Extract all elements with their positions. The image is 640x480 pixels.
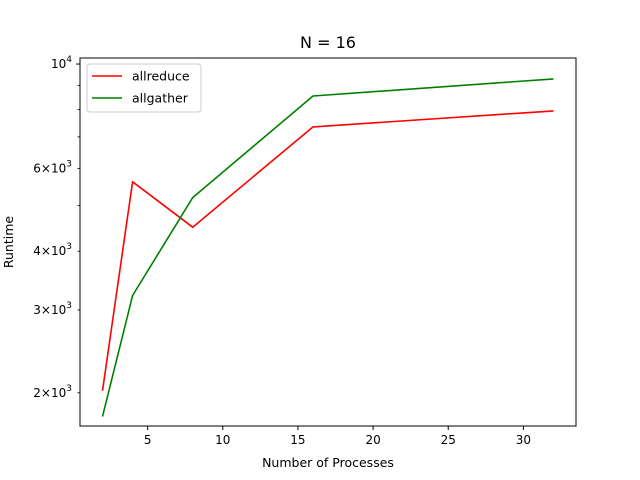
series-lines [101, 78, 554, 417]
x-tick-label: 20 [365, 433, 380, 447]
y-tick-label: 6×103 [33, 159, 72, 175]
x-axis-ticks: 5 10 15 20 25 30 [144, 426, 531, 447]
axes-frame [79, 57, 577, 427]
x-tick-label: 25 [441, 433, 456, 447]
legend-label-allgather: allgather [132, 91, 189, 106]
y-tick-label: 2×103 [33, 384, 72, 400]
x-tick-label: 15 [290, 433, 305, 447]
series-line-allreduce [101, 110, 554, 391]
x-axis-label: Number of Processes [262, 455, 394, 470]
y-tick-label: 3×103 [33, 301, 72, 317]
x-tick-label: 10 [215, 433, 230, 447]
series-line-allgather [101, 78, 554, 417]
y-axis-label: Runtime [1, 216, 16, 269]
chart-title: N = 16 [300, 33, 356, 52]
y-tick-label: 4×103 [33, 242, 72, 258]
legend: allreduce allgather [86, 63, 202, 113]
y-axis-ticks: 104 2×103 3×103 4×103 6×103 [33, 55, 80, 400]
y-tick-label: 104 [51, 55, 72, 71]
x-tick-label: 5 [144, 433, 152, 447]
legend-label-allreduce: allreduce [132, 69, 190, 84]
x-tick-label: 30 [516, 433, 531, 447]
